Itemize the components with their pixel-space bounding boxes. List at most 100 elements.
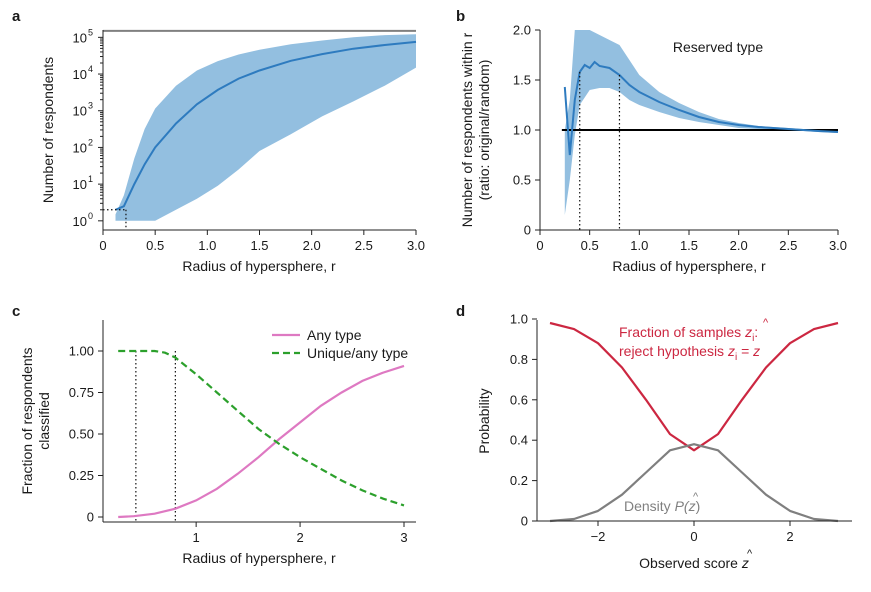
panel-b-ytick-label: 1.0 (513, 123, 531, 138)
panel-b-ytick-label: 0.5 (513, 173, 531, 188)
density-var: z (688, 498, 696, 514)
panel-a-ytick-label: 10 (73, 67, 87, 82)
panel-d-chart: −2 0 2 0 0.2 0.4 0.6 0.8 1.0 Fraction of samples… (476, 312, 852, 571)
panel-a-band-layer (115, 34, 416, 221)
panel-a-ytick-label: 10 (73, 214, 87, 229)
panel-b-xtick-label: 0.5 (581, 238, 599, 253)
panel-d-ytick-label: 0.4 (510, 433, 528, 448)
panel-d-ytick-label: 0.6 (510, 392, 528, 407)
panel-label-a: a (12, 8, 21, 25)
panel-a-ytick-label: 10 (73, 30, 87, 45)
panel-a-ytick-exp: 1 (88, 174, 93, 184)
density-close: ) (696, 498, 701, 514)
panel-c-legend: Any type Unique/any type (272, 327, 408, 361)
density-annotation: Density P(z) (624, 498, 700, 514)
xlabel-hat: ^ (747, 548, 753, 560)
panel-a-ytick-exp: 4 (88, 64, 93, 74)
panel-label-c: c (12, 303, 20, 320)
reject-sub: i (735, 352, 737, 363)
panel-d-series-line (549, 443, 839, 523)
reject-var: z (727, 343, 735, 359)
panel-b-xtick-label: 3.0 (829, 238, 847, 253)
panel-d-series-line (549, 321, 839, 452)
panel-a-ytick-label: 10 (73, 140, 87, 155)
panel-d-ytick-label: 0 (521, 514, 528, 529)
panel-b-ytick-label: 0 (524, 223, 531, 238)
panel-c-ytick-label: 0 (87, 510, 94, 525)
xlabel-main: Observed score (639, 555, 742, 571)
panel-a-ytick-exp: 2 (88, 137, 93, 147)
panel-a-xtick-label: 1.0 (198, 238, 216, 253)
panel-c-chart: 1 2 3 0 0.25 0.50 0.75 1.00 Any type Unique/any… (19, 320, 416, 566)
panel-a-ytick-label: 10 (73, 104, 87, 119)
panel-c-xtick-label: 1 (193, 530, 200, 545)
panel-d-ytick-label: 0.2 (510, 473, 528, 488)
reject-text: reject hypothesis (619, 343, 728, 359)
panel-a-xlabel: Radius of hypersphere, r (182, 258, 336, 274)
panel-b-series-line (563, 60, 839, 156)
panel-a-xtick-label: 0.5 (146, 238, 164, 253)
xlabel-var: z (741, 555, 749, 571)
panel-a-ytick-exp: 5 (88, 27, 93, 37)
fraction-var: z (744, 324, 752, 340)
panel-c-xtick-label: 3 (400, 530, 407, 545)
reject-hypothesis-annotation: reject hypothesis zi = z (619, 343, 760, 363)
panel-a-series-line (115, 40, 417, 211)
panel-c-xlabel: Radius of hypersphere, r (182, 550, 336, 566)
panel-d-ytick-label: 0.8 (510, 352, 528, 367)
panel-b-ylabel: Number of respondents within r (ratio: o… (459, 32, 492, 227)
panel-a-xtick-label: 2.5 (355, 238, 373, 253)
panel-c-ylabel-line1: Fraction of respondents (19, 347, 35, 494)
panel-b-marks-layer (561, 60, 839, 230)
panel-b-xtick-label: 2.0 (730, 238, 748, 253)
panel-c-ytick-label: 0.50 (69, 427, 94, 442)
panel-d-xlabel: Observed score z (639, 555, 749, 571)
panel-d-xtick-label: 2 (786, 529, 793, 544)
panel-b-ytick-label: 1.5 (513, 73, 531, 88)
density-text: Density (624, 498, 675, 514)
panel-b-band (564, 30, 838, 215)
panel-d-marks-layer (549, 321, 839, 523)
panel-a-xtick-label: 3.0 (407, 238, 425, 253)
panel-b-band-layer (564, 30, 838, 215)
density-hat: ^ (693, 491, 699, 503)
panel-c-series-line (118, 364, 405, 519)
panel-c-ytick-label: 0.75 (69, 385, 94, 400)
legend-label-any-type: Any type (307, 327, 362, 343)
panel-label-d: d (456, 303, 465, 320)
panel-b-xtick-label: 0 (536, 238, 543, 253)
panel-a-xtick-label: 1.5 (250, 238, 268, 253)
fraction-hat: ^ (763, 317, 769, 329)
panel-a-ytick-exp: 0 (88, 211, 93, 221)
panel-c-series-line (118, 349, 405, 507)
panel-b-ylabel-line1: Number of respondents within r (459, 32, 475, 227)
panel-label-b: b (456, 8, 465, 25)
legend-label-unique-any-type: Unique/any type (307, 345, 408, 361)
panel-a-ylabel: Number of respondents (40, 57, 56, 203)
reject-eq: = (737, 343, 753, 359)
panel-c-xtick-label: 2 (296, 530, 303, 545)
fraction-end: : (754, 324, 758, 340)
panel-b-chart: 0 0.5 1.0 1.5 2.0 2.5 3.0 0 0.5 1.0 1.5 2.0 Reserve… (459, 23, 847, 275)
panel-a-xtick-label: 2.0 (303, 238, 321, 253)
panel-b-ticks: 0 0.5 1.0 1.5 2.0 2.5 3.0 0 0.5 1.0 1.5 2.0 (513, 23, 847, 254)
panel-b-ytick-label: 2.0 (513, 23, 531, 38)
fraction-text: Fraction of samples (619, 324, 745, 340)
panel-a-ytick-label: 10 (73, 177, 87, 192)
panel-c-ytick-label: 1.00 (69, 344, 94, 359)
panel-b-xtick-label: 1.0 (630, 238, 648, 253)
fraction-of-samples-annotation: Fraction of samples zi: (619, 324, 758, 344)
panel-a-xtick-label: 0 (99, 238, 106, 253)
panel-c-ticks: 1 2 3 0 0.25 0.50 0.75 1.00 (69, 344, 408, 546)
panel-b-xtick-label: 1.5 (680, 238, 698, 253)
panel-b-reserved-type-label: Reserved type (673, 39, 763, 55)
density-open: P( (675, 498, 690, 514)
panel-d-xtick-label: 0 (690, 529, 697, 544)
panel-a-marks-layer (103, 29, 417, 230)
fraction-sub: i (752, 333, 754, 344)
panel-c-ylabel: Fraction of respondents classified (19, 347, 52, 494)
reject-var2: z (752, 343, 760, 359)
panel-a-band (115, 34, 416, 221)
